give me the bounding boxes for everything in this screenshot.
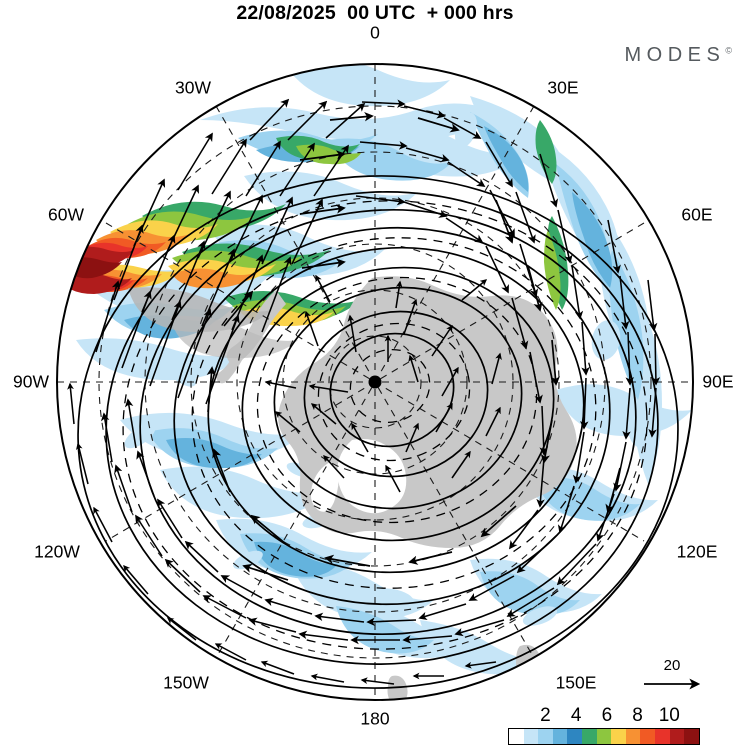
- colorbar-swatch-4: [567, 729, 583, 744]
- lon-label-150e: 150E: [555, 672, 597, 693]
- wind-scale-arrow-icon: [644, 678, 701, 690]
- lon-label-90e: 90E: [702, 371, 734, 392]
- map-content: [57, 64, 693, 700]
- colorbar-tick-8: 8: [632, 705, 643, 726]
- modes-logo: MODES©: [625, 44, 732, 67]
- colorbar-tick-6: 6: [601, 705, 613, 726]
- lon-label-30w: 30W: [175, 77, 211, 98]
- colorbar-swatch-5: [582, 729, 597, 744]
- lon-label-90w: 90W: [13, 371, 49, 392]
- lon-label-180: 180: [360, 708, 390, 729]
- globe-outline: [56, 63, 694, 701]
- south-pole-dot: [368, 375, 382, 389]
- colorbar-swatch-3: [552, 729, 568, 744]
- wind-vector-scale: 20: [640, 658, 710, 692]
- colorbar-swatch-11: [669, 729, 685, 744]
- colorbar-swatch-8: [625, 729, 641, 744]
- colorbar-swatch-2: [538, 729, 553, 744]
- lon-label-60e: 60E: [681, 204, 713, 225]
- colorbar-tick-4: 4: [570, 705, 582, 726]
- lon-label-0: 0: [370, 22, 380, 43]
- precipitation-colorbar: 2 4 6 8 10: [508, 706, 700, 745]
- colorbar-swatches: [508, 728, 700, 745]
- page-title: 22/08/2025 00 UTC + 000 hrs: [236, 2, 514, 24]
- colorbar-tick-10: 10: [658, 705, 680, 726]
- colorbar-swatch-1: [523, 729, 539, 744]
- streamline-arrowheads: [206, 112, 621, 581]
- lon-label-120e: 120E: [676, 541, 718, 562]
- lon-label-120w: 120W: [34, 541, 80, 562]
- colorbar-swatch-0: [509, 729, 524, 744]
- colorbar-tick-labels: 2 4 6 8 10: [508, 706, 700, 728]
- wind-vectors: [67, 98, 661, 685]
- copyright-icon: ©: [725, 45, 732, 56]
- colorbar-tick-2: 2: [540, 705, 551, 726]
- colorbar-swatch-7: [611, 729, 626, 744]
- streamline-contours: [77, 175, 679, 689]
- lon-label-30e: 30E: [547, 77, 579, 98]
- colorbar-swatch-12: [684, 729, 699, 744]
- modes-logo-text: MODES: [624, 44, 726, 66]
- colorbar-swatch-6: [596, 729, 612, 744]
- lon-label-60w: 60W: [48, 204, 84, 225]
- lon-label-150w: 150W: [163, 672, 209, 693]
- colorbar-swatch-9: [640, 729, 656, 744]
- wind-scale-label: 20: [663, 657, 681, 674]
- colorbar-swatch-10: [655, 729, 670, 744]
